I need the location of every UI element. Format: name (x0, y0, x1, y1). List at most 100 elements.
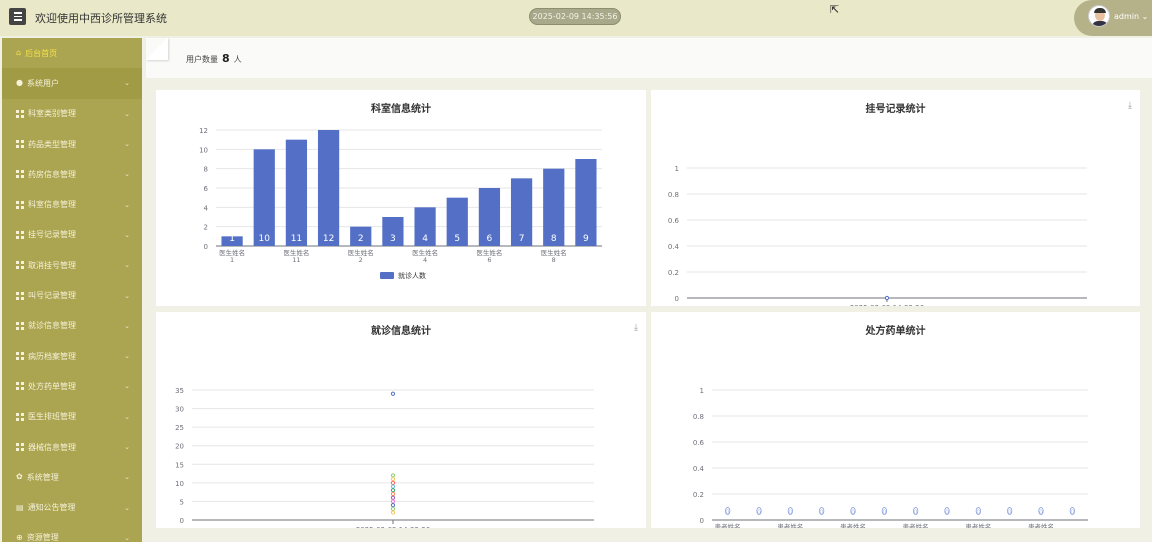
sidebar-item-label: 病历档案管理 (28, 351, 76, 361)
x-tick-label: 医生姓名 (412, 248, 438, 257)
y-tick-label: 5 (180, 498, 184, 506)
bar (478, 188, 501, 246)
sidebar-item[interactable]: 取消挂号管理 ⌄ (2, 250, 142, 280)
y-tick-label: 4 (204, 204, 209, 212)
sidebar-item[interactable]: ● 系统用户 ⌄ (2, 68, 142, 99)
sidebar-item[interactable]: 科室信息管理 ⌄ (2, 189, 142, 219)
x-tick-label: 医生姓名 (219, 248, 245, 257)
bar (446, 197, 468, 246)
y-tick-label: 0.4 (693, 465, 705, 473)
sidebar-item[interactable]: ⊕ 资源管理 ⌄ (2, 523, 142, 542)
bar (510, 178, 533, 246)
sidebar-item-label: 医生排班管理 (28, 412, 76, 422)
sidebar-item-label: 处方药单管理 (28, 381, 76, 391)
y-tick-label: 0.4 (668, 243, 680, 251)
data-point (390, 473, 396, 478)
grid-icon (16, 200, 24, 209)
download-icon[interactable]: ⤓ (634, 323, 638, 333)
sidebar-item[interactable]: 药品类型管理 ⌄ (2, 129, 142, 159)
bar-value-label: 4 (422, 234, 428, 244)
bar-value-label: 12 (323, 234, 334, 244)
x-tick-label: 2 (359, 256, 363, 264)
x-tick-label: 4 (423, 256, 427, 264)
chart-title: 就诊信息统计 (371, 326, 431, 337)
chevron-down-icon: ⌄ (124, 352, 130, 361)
y-tick-label: 0.6 (693, 439, 705, 447)
y-tick-label: 35 (175, 387, 184, 395)
bar (575, 159, 597, 246)
y-tick-label: 0 (675, 295, 679, 303)
legend-label: 就诊人数 (398, 271, 426, 280)
sidebar-item[interactable]: ✿ 系统管理 ⌄ (2, 462, 142, 492)
data-point (390, 503, 396, 508)
bar-value-label: 6 (487, 234, 493, 244)
chevron-down-icon: ⌄ (124, 261, 130, 270)
app-title: 欢迎使用中西诊所管理系统 (35, 12, 167, 25)
bar-value-label: 11 (291, 234, 302, 244)
sidebar-item[interactable]: 科室类别管理 ⌄ (2, 99, 142, 129)
chevron-down-icon: ⌄ (124, 140, 130, 149)
chevron-down-icon: ⌄ (124, 473, 130, 482)
grid-icon (16, 321, 24, 330)
x-tick-label: 患者姓名 (840, 522, 866, 528)
sidebar-item[interactable]: 叫号记录管理 ⌄ (2, 280, 142, 310)
chevron-down-icon: ⌄ (124, 503, 130, 512)
sidebar-item-label: 药房信息管理 (28, 169, 76, 179)
bar-value-marker (725, 507, 731, 515)
datetime-badge: 2025-02-09 14:35:56 (529, 8, 621, 25)
bar-value-label: 0 (820, 509, 824, 516)
user-menu[interactable]: admin ⌄ (1074, 0, 1152, 36)
bar-value-label: 8 (551, 234, 557, 244)
sidebar-item[interactable]: 挂号记录管理 ⌄ (2, 220, 142, 250)
main-content: 用户数量 8 人 科室信息统计 0 2 4 6 8 10 12 1 10 11 12 2 3 4 5 6 7 8 9 医生… (146, 38, 1152, 542)
sidebar-item[interactable]: ▤ 通知公告管理 ⌄ (2, 492, 142, 522)
bar-value-marker (975, 507, 981, 515)
avatar[interactable] (1088, 5, 1110, 27)
data-point (390, 495, 396, 500)
bar (543, 168, 565, 246)
legend-swatch (380, 272, 394, 279)
data-point (390, 477, 396, 482)
y-tick-label: 0 (700, 517, 704, 525)
bar-value-marker (1007, 507, 1013, 515)
chevron-down-icon: ⌄ (124, 170, 130, 179)
bar-value-label: 0 (914, 509, 918, 516)
bar-value-label: 2 (358, 234, 364, 244)
x-tick-label: 8 (552, 256, 556, 264)
sidebar-item-label: 系统管理 (26, 472, 59, 482)
bar-value-label: 0 (851, 509, 855, 516)
bar-value-label: 3 (390, 234, 396, 244)
bar (414, 207, 436, 246)
sidebar-item[interactable]: 药房信息管理 ⌄ (2, 159, 142, 189)
sidebar-item[interactable]: ⌂ 后台首页 (2, 38, 142, 68)
chevron-down-icon: ⌄ (124, 79, 130, 88)
sidebar-item[interactable]: 处方药单管理 ⌄ (2, 371, 142, 401)
sidebar-item-label: 挂号记录管理 (28, 230, 76, 240)
bar-value-marker (787, 507, 793, 515)
grid-icon (16, 291, 24, 300)
x-tick-label: 2025-02-09 14:32:26 (850, 304, 925, 306)
download-icon[interactable]: ⤓ (1128, 101, 1132, 111)
sidebar-item[interactable]: 病历档案管理 ⌄ (2, 341, 142, 371)
chevron-down-icon: ⌄ (124, 412, 130, 421)
x-tick-label: 患者姓名 (1028, 522, 1054, 528)
bar (317, 130, 340, 246)
panel-prescription-stats: 处方药单统计 00.20.40.60.81000000000000患者姓名1患者… (651, 312, 1140, 528)
sidebar-item[interactable]: 就诊信息管理 ⌄ (2, 311, 142, 341)
sidebar-item[interactable]: 医生排班管理 ⌄ (2, 402, 142, 432)
user-name[interactable]: admin ⌄ (1114, 12, 1149, 21)
visit-line-chart: 051015202530352025-02-09 14:32:26医生姓名1医生… (175, 387, 594, 528)
sidebar-item[interactable]: 器械信息管理 ⌄ (2, 432, 142, 462)
data-point (390, 480, 396, 485)
data-point (390, 488, 396, 493)
y-tick-label: 25 (175, 424, 184, 432)
y-tick-label: 0.8 (693, 413, 704, 421)
chevron-down-icon: ⌄ (124, 321, 130, 330)
y-tick-label: 10 (175, 480, 184, 488)
bar (382, 217, 404, 246)
x-tick-label: 1 (230, 256, 234, 264)
panel-registration-stats: 挂号记录统计 ⤓ 0 0.2 0.4 0.6 0.8 1 2025-02-09 14:32:… (651, 90, 1140, 306)
menu-toggle-button[interactable] (9, 8, 26, 25)
x-tick-label: 医生姓名 (348, 248, 374, 257)
grid-icon (16, 261, 24, 270)
